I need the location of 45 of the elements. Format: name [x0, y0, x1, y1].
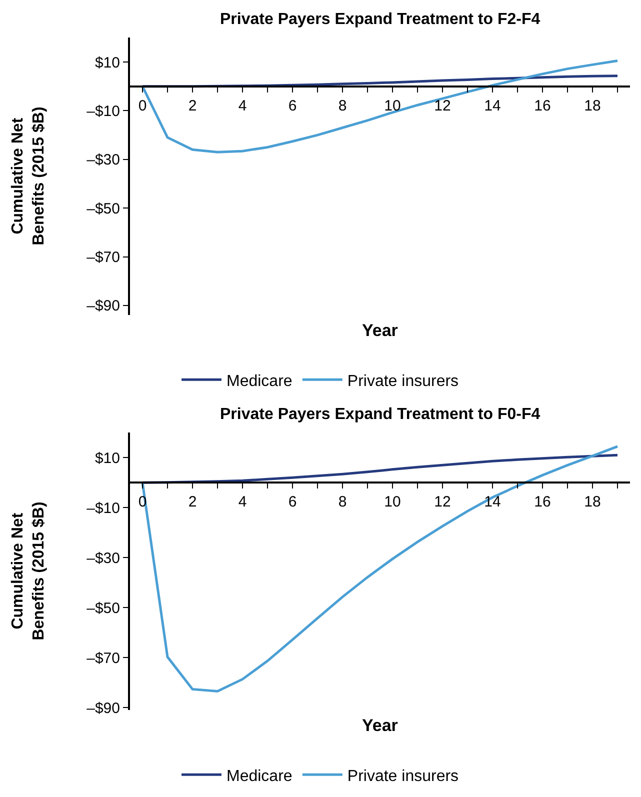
- y-tick-label: –$90: [86, 700, 120, 717]
- x-tick-label: 2: [188, 494, 197, 511]
- y-tick-label: –$50: [86, 200, 120, 218]
- line-series: [141, 60, 619, 154]
- y-tick-label: –$70: [86, 249, 120, 266]
- x-tick-label: 10: [384, 97, 401, 114]
- y-tick-label: –$30: [86, 550, 120, 567]
- legend-label: Medicare: [226, 768, 292, 785]
- line-series: [141, 74, 619, 88]
- x-tick-label: 14: [484, 494, 501, 511]
- legend-label: Medicare: [226, 372, 292, 390]
- line-series: [141, 454, 619, 484]
- x-axis-title: Year: [362, 321, 398, 340]
- y-tick-label: –$10: [86, 500, 120, 517]
- x-tick-label: 10: [384, 494, 401, 511]
- y-axis-title: Cumulative Net Benefits (2015 $B): [10, 106, 48, 246]
- x-tick-label: 6: [288, 97, 297, 114]
- x-tick-label: 8: [338, 97, 347, 114]
- legend-label: Private insurers: [347, 768, 459, 785]
- y-tick-label: –$10: [86, 102, 120, 120]
- x-tick-label: 4: [238, 97, 247, 114]
- x-tick-label: 12: [434, 494, 451, 511]
- x-tick-label: 6: [288, 494, 297, 511]
- x-tick-label: 16: [534, 97, 551, 114]
- chart-title: Private Payers Expand Treatment to F0-F4: [220, 406, 540, 423]
- y-tick-label: $10: [94, 54, 120, 72]
- line-series: [141, 445, 619, 692]
- x-tick-label: 18: [584, 97, 601, 114]
- x-axis-title: Year: [362, 716, 398, 735]
- x-tick-label: 4: [238, 494, 247, 511]
- y-tick-label: –$70: [86, 650, 120, 667]
- x-tick-label: 12: [434, 97, 451, 114]
- y-tick-label: –$90: [86, 298, 120, 315]
- y-tick-label: $10: [94, 450, 120, 467]
- x-tick-label: 0: [138, 97, 147, 114]
- y-tick-label: –$50: [86, 600, 120, 617]
- chart-title: Private Payers Expand Treatment to F2-F4: [220, 11, 540, 28]
- x-tick-label: 2: [188, 97, 197, 114]
- x-tick-label: 14: [484, 97, 501, 114]
- y-axis-title: Cumulative Net Benefits (2015 $B): [10, 502, 48, 640]
- y-tick-label: –$30: [86, 152, 120, 169]
- x-tick-label: 16: [534, 494, 551, 511]
- x-tick-label: 18: [584, 494, 601, 511]
- x-tick-label: 8: [338, 494, 347, 511]
- legend-label: Private insurers: [347, 372, 459, 390]
